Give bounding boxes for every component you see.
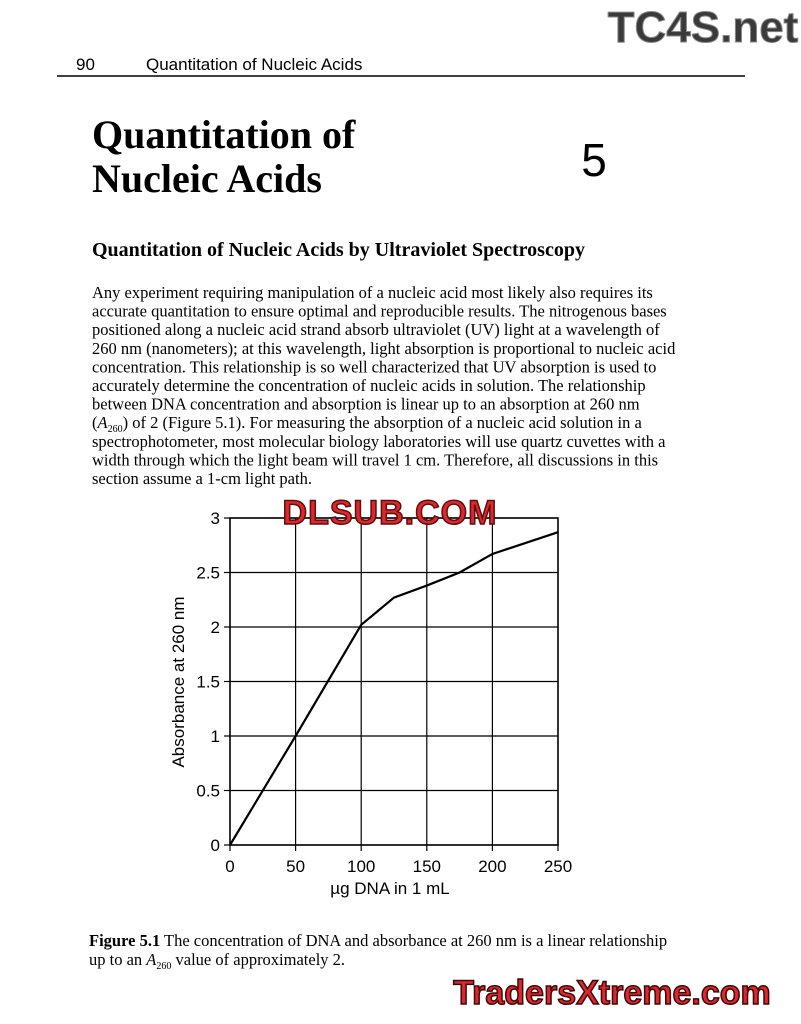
text-run: ) of 2 (Figure 5.1). For measuring the a… <box>123 413 643 432</box>
chart: 0 0.5 1 1.5 2 2.5 3 0 50 100 150 200 250 µg DNA in 1 … <box>169 509 572 898</box>
chapter-number: 5 <box>581 134 607 186</box>
paragraph-line: positioned along a nucleic acid strand a… <box>92 320 660 339</box>
y-axis-title: Absorbance at 260 nm <box>169 596 188 767</box>
x-tick-label: 100 <box>347 857 375 876</box>
paragraph-line: (A260) of 2 (Figure 5.1). For measuring … <box>92 413 642 435</box>
y-tick-label: 0.5 <box>196 782 220 801</box>
section-heading: Quantitation of Nucleic Acids by Ultravi… <box>92 239 585 261</box>
y-tick-label: 1 <box>211 727 220 746</box>
running-title: Quantitation of Nucleic Acids <box>146 55 362 74</box>
paragraph-line: accurate quantitation to ensure optimal … <box>92 302 667 321</box>
caption-text: value of approximately 2. <box>171 950 345 969</box>
y-tick-label: 1.5 <box>196 673 220 692</box>
paragraph-line: concentration. This relationship is so w… <box>92 357 656 376</box>
caption-label: Figure 5.1 <box>89 931 160 950</box>
paragraph-line: section assume a 1-cm light path. <box>92 469 312 488</box>
caption-var: A <box>145 950 157 969</box>
paragraph-line: spectrophotometer, most molecular biolog… <box>92 432 666 451</box>
x-tick-label: 50 <box>286 857 305 876</box>
figure-caption: Figure 5.1 The concentration of DNA and … <box>89 931 667 950</box>
subscript: 260 <box>108 424 123 435</box>
x-tick-label: 150 <box>413 857 441 876</box>
caption-text: up to an <box>89 950 146 969</box>
y-tick-label: 2.5 <box>196 564 220 583</box>
paragraph-line: Any experiment requiring manipulation of… <box>92 283 653 302</box>
watermark: TC4S.net <box>608 3 799 52</box>
paragraph-line: 260 nm (nanometers); at this wavelength,… <box>92 339 676 358</box>
text-run: ( <box>92 413 98 432</box>
y-tick-label: 0 <box>211 836 220 855</box>
paragraph-line: between DNA concentration and absorption… <box>92 395 640 414</box>
x-tick-label: 200 <box>478 857 506 876</box>
paragraph-line: width through which the light beam will … <box>92 450 658 469</box>
x-tick-label: 0 <box>225 857 234 876</box>
page-number: 90 <box>76 55 95 74</box>
figure-caption: up to an A260 value of approximately 2. <box>89 950 345 972</box>
data-line <box>229 531 559 846</box>
variable: A <box>97 413 109 432</box>
plot-frame <box>229 517 559 846</box>
paragraph-line: accurately determine the concentration o… <box>92 376 646 395</box>
chapter-title: Quantitation of <box>92 112 356 157</box>
caption-sub: 260 <box>156 961 171 972</box>
y-tick-label: 3 <box>211 509 220 528</box>
watermark: TradersXtreme.com <box>453 974 771 1012</box>
x-axis-title: µg DNA in 1 mL <box>330 879 449 898</box>
paragraph: Any experiment requiring manipulation of… <box>92 283 676 488</box>
caption-text: The concentration of DNA and absorbance … <box>160 931 667 950</box>
watermark: DLSUB.COM <box>283 494 498 532</box>
chapter-title: Nucleic Acids <box>92 156 322 201</box>
x-tick-label: 250 <box>544 857 572 876</box>
y-tick-label: 2 <box>211 618 220 637</box>
